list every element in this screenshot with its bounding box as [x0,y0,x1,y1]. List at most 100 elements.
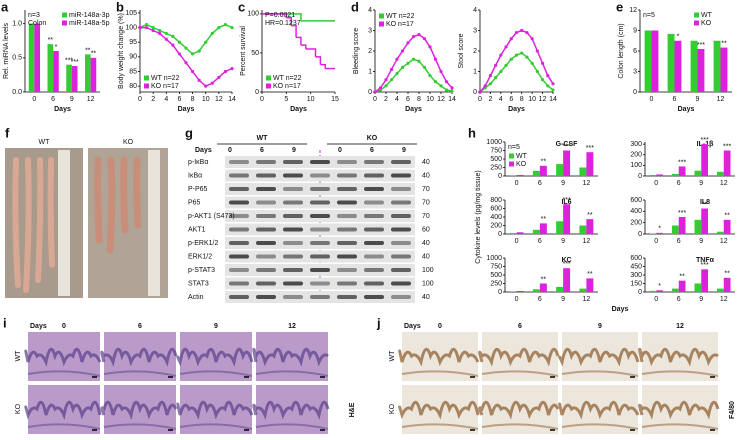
x-tick-label: 9 [699,238,703,245]
bar [649,174,657,176]
bar [509,291,517,292]
band [337,268,357,272]
tissue [478,400,560,420]
group-label: WT [257,135,269,142]
y-tick-label: 800 [490,197,502,204]
protein-label: p-STAT3 [188,267,215,274]
significance: ** [587,212,593,219]
significance: *** [563,143,571,150]
legend-swatch [694,12,699,18]
point [483,84,487,88]
tissue [252,347,329,367]
band [283,187,303,191]
x-axis-label: Days [612,306,629,313]
legend-swatch [62,20,67,26]
y-tick-label: 200 [630,220,642,227]
bar [579,288,587,292]
bar [579,225,587,234]
point [210,31,214,36]
point [184,46,188,50]
bar [656,232,663,234]
point [395,71,399,76]
point [384,78,388,82]
panel-label: i [3,315,7,330]
y-axis-label: Cytokine levels (pg/mg tissue) [475,170,482,263]
x-tick-label: 0 [32,96,36,103]
x-tick-label: 9 [70,96,74,103]
point [400,49,405,53]
bar [532,170,540,176]
band [310,268,330,272]
day-label: 0 [438,323,442,330]
band [310,241,330,245]
point [158,31,162,36]
y-axis-label: Stool score [458,33,465,68]
x-tick-label: 0 [138,96,142,103]
y-tick-label: 0 [638,231,642,238]
y-tick-label: 750 [490,263,502,270]
x-tick-label: 9 [561,180,565,187]
band [364,241,384,245]
x-axis-label: Days [508,106,525,113]
y-tick-label: 100 [125,24,137,31]
x-tick-label: 0 [515,296,519,303]
point [478,90,482,94]
band [229,295,249,299]
marker-label: 100 [422,280,434,287]
y-axis-label: Body weight change (%) [118,13,125,89]
protein-label: P-P65 [188,186,208,193]
marker-label: 60 [422,226,430,233]
tissue [558,347,640,367]
point [504,45,508,49]
note: n=3 [28,12,40,19]
marker-label: 100 [422,267,434,274]
day-label: 9 [214,323,218,330]
band [283,281,303,286]
tissue [481,423,559,430]
band [310,281,330,286]
day-label: 9 [598,323,602,330]
point [197,49,201,53]
band [256,173,276,178]
point [204,40,208,44]
bar [656,174,663,176]
y-tick-label: 50 [251,50,259,57]
band [229,268,249,272]
y-tick-label: 95 [129,39,137,46]
bar [723,219,731,234]
x-tick-label: 4 [499,96,503,103]
panel-label: j [376,315,381,330]
x-tick-label: 14 [549,96,557,103]
tissue [401,423,479,430]
bar [713,40,721,92]
bar [656,290,663,292]
tissue [176,347,254,367]
y-tick-label: 150 [630,280,642,287]
band [391,227,411,232]
row-label: KO [15,403,22,414]
point [439,69,443,74]
y-tick-label: 85 [129,68,137,75]
point [488,82,493,86]
point [164,31,168,36]
x-tick-label: 2 [488,96,492,103]
band [391,241,411,245]
x-tick-label: 0 [650,96,654,103]
x-tick-label: 6 [673,96,677,103]
chart-title: IL8 [700,199,710,206]
y-tick-label: 4 [473,7,477,14]
band [391,187,411,191]
group-label: WT [39,139,51,146]
point [184,61,188,65]
band [229,281,249,286]
x-tick-label: 12 [539,96,547,103]
x-tick-label: 6 [677,180,681,187]
bar [516,232,524,234]
significance: *** [563,261,571,268]
tissue [24,400,102,420]
bar [701,144,708,176]
point [509,37,513,41]
x-tick-label: 6 [406,96,410,103]
panel-label: g [185,125,193,140]
